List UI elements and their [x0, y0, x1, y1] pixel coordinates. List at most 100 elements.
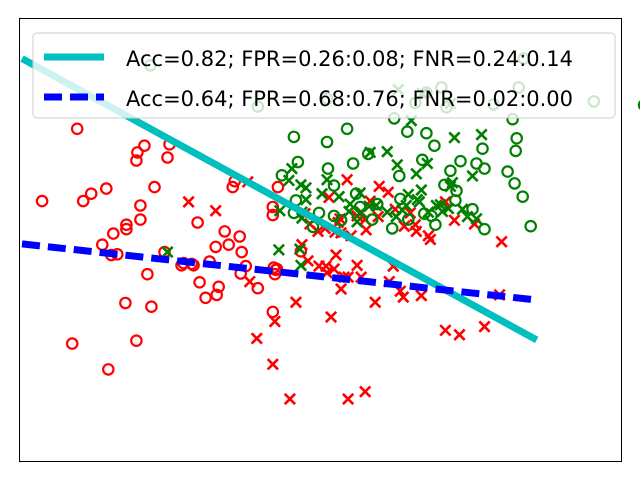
- legend: Acc=0.82; FPR=0.26:0.08; FNR=0.24:0.14 A…: [32, 32, 616, 119]
- data-point-x: [475, 128, 488, 141]
- data-point-circle: [400, 125, 414, 138]
- data-point-circle: [385, 222, 399, 235]
- data-point-x: [382, 186, 395, 199]
- data-point-x: [266, 358, 279, 371]
- data-point-x: [285, 162, 299, 175]
- data-point-x: [456, 203, 469, 216]
- data-point-x: [327, 262, 341, 276]
- data-point-x: [354, 186, 367, 200]
- data-point-x: [466, 169, 479, 183]
- data-point-x: [268, 315, 281, 328]
- data-point-circle: [131, 146, 144, 159]
- data-point-x: [329, 248, 343, 262]
- data-point-circle: [209, 240, 222, 254]
- data-point-x: [320, 173, 334, 186]
- data-point-circle: [346, 157, 360, 170]
- data-point-circle: [637, 100, 640, 110]
- data-point-circle: [148, 180, 161, 194]
- data-point-circle: [119, 296, 132, 310]
- data-point-x: [355, 206, 368, 219]
- data-point-x: [391, 158, 404, 172]
- data-point-circle: [76, 194, 90, 208]
- data-point-circle: [327, 179, 341, 192]
- legend-label-dashed: Acc=0.64; FPR=0.68:0.76; FNR=0.02:0.00: [126, 87, 573, 111]
- data-point-circle: [210, 288, 223, 302]
- data-point-x: [381, 206, 394, 219]
- data-point-circle: [70, 122, 84, 136]
- data-point-circle: [415, 153, 429, 167]
- data-point-circle: [141, 267, 154, 281]
- data-point-circle: [501, 165, 514, 178]
- data-point-circle: [134, 213, 147, 226]
- data-point-circle: [275, 169, 289, 182]
- data-point-circle: [476, 142, 489, 155]
- data-point-x: [322, 191, 336, 204]
- data-point-circle: [401, 213, 415, 226]
- data-point-x: [294, 178, 308, 191]
- data-point-circle: [321, 162, 335, 175]
- data-point-x: [373, 180, 386, 193]
- data-point-circle: [102, 363, 115, 376]
- data-point-circle: [510, 132, 523, 145]
- data-point-x: [421, 157, 434, 170]
- data-point-x: [478, 320, 491, 333]
- data-point-x: [400, 199, 413, 212]
- data-point-x: [424, 233, 437, 246]
- data-point-x: [243, 275, 256, 288]
- data-point-x: [272, 243, 285, 256]
- data-point-circle: [266, 305, 280, 319]
- data-point-x: [332, 190, 346, 203]
- data-point-circle: [84, 187, 98, 200]
- data-point-x: [311, 225, 325, 238]
- data-point-x: [381, 145, 394, 158]
- data-point-x: [370, 199, 383, 212]
- data-point-x: [411, 193, 424, 206]
- data-point-circle: [235, 245, 248, 259]
- data-point-circle: [145, 300, 158, 313]
- data-point-circle: [130, 334, 143, 347]
- data-point-x: [209, 204, 222, 217]
- data-point-x: [182, 195, 195, 208]
- data-point-circle: [134, 199, 147, 212]
- data-point-x: [439, 324, 452, 337]
- data-point-x: [402, 188, 415, 201]
- data-point-x: [273, 204, 286, 217]
- data-point-circle: [524, 219, 537, 233]
- data-point-x: [312, 259, 326, 273]
- data-point-x: [283, 392, 297, 406]
- data-point-circle: [392, 169, 406, 183]
- data-point-circle: [212, 280, 225, 294]
- data-point-x: [282, 174, 296, 187]
- data-point-x: [324, 310, 338, 324]
- data-point-circle: [291, 155, 305, 169]
- data-point-circle: [365, 213, 379, 226]
- data-point-circle: [509, 144, 522, 158]
- data-point-circle: [138, 139, 151, 152]
- data-point-circle: [65, 337, 79, 350]
- data-point-x: [448, 214, 461, 227]
- data-point-circle: [218, 225, 231, 238]
- data-point-circle: [35, 194, 49, 208]
- data-point-x: [161, 245, 174, 259]
- data-point-circle: [516, 190, 529, 203]
- data-point-x: [364, 146, 377, 159]
- data-point-circle: [449, 194, 462, 207]
- data-point-circle: [191, 216, 204, 229]
- data-point-x: [369, 296, 382, 309]
- data-point-circle: [271, 180, 285, 194]
- data-point-x: [351, 259, 364, 272]
- data-point-circle: [429, 218, 442, 231]
- data-point-x: [442, 202, 455, 215]
- data-point-x: [436, 205, 449, 218]
- data-point-x: [448, 131, 461, 144]
- data-point-circle: [287, 130, 301, 144]
- data-point-circle: [251, 281, 265, 295]
- data-point-circle: [306, 220, 320, 234]
- data-point-circle: [199, 291, 212, 305]
- data-point-circle: [478, 162, 491, 175]
- data-point-x: [289, 296, 303, 309]
- data-point-circle: [454, 154, 467, 168]
- data-point-x: [299, 193, 313, 206]
- data-point-x: [359, 385, 372, 398]
- data-point-circle: [193, 275, 206, 289]
